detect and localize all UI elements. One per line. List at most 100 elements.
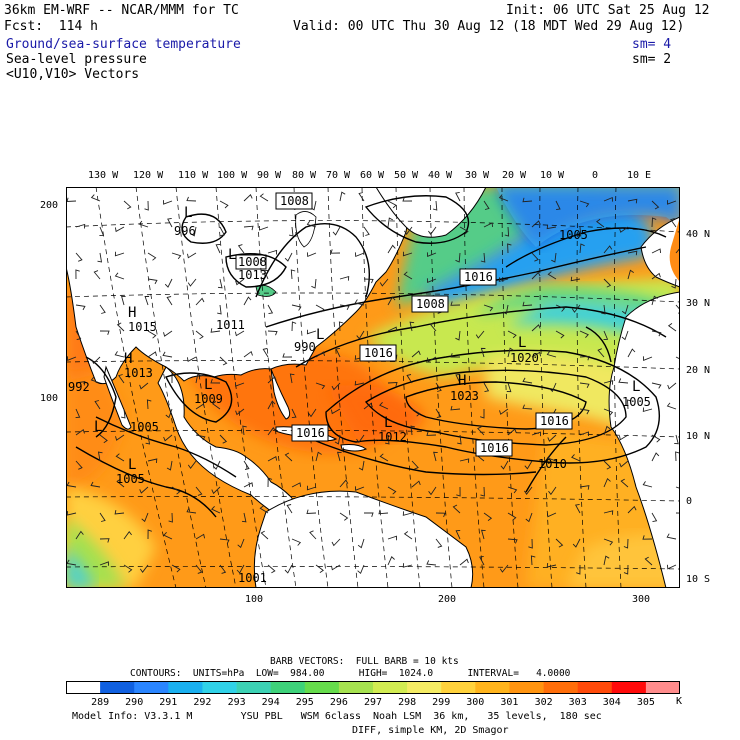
pressure-label: 992	[68, 380, 90, 394]
wind-barb	[163, 434, 173, 442]
wind-barb	[354, 380, 365, 386]
wind-barb	[166, 460, 173, 471]
colorbar-tick-label: 302	[534, 697, 553, 708]
lon-label: 60 W	[360, 170, 385, 181]
wind-barb	[603, 380, 614, 385]
wind-barb	[642, 407, 653, 413]
pressure-box-label: 1008	[280, 194, 309, 208]
wind-barb	[147, 529, 152, 540]
wind-barb	[356, 330, 365, 340]
pressure-box: 1016	[475, 439, 513, 457]
wind-barb	[411, 460, 419, 470]
wind-barb	[118, 374, 125, 384]
wind-barb	[531, 252, 539, 262]
wind-barb	[267, 456, 278, 462]
wind-barb	[114, 272, 125, 280]
wind-barb	[94, 400, 101, 410]
wind-barb	[186, 196, 197, 202]
lon-label: 10 W	[540, 170, 565, 181]
wind-barb	[667, 382, 677, 390]
wind-barb	[547, 271, 557, 280]
wind-barb	[623, 564, 629, 575]
wind-barb	[99, 538, 110, 543]
wind-barb	[524, 460, 533, 470]
wind-barb	[601, 304, 606, 315]
wind-barb	[90, 194, 101, 202]
colorbar-tick-label: 289	[91, 697, 110, 708]
wind-barb	[315, 304, 325, 313]
wind-barb	[455, 330, 461, 341]
wind-barb	[379, 453, 389, 462]
wind-barb	[115, 453, 125, 462]
wind-barb	[546, 350, 557, 358]
wind-barb	[603, 408, 614, 416]
wind-barb	[354, 486, 365, 491]
wind-barb	[210, 378, 221, 384]
wind-barb	[597, 348, 605, 358]
wind-barb	[480, 252, 486, 263]
wind-barb	[114, 226, 125, 233]
wind-barb	[123, 530, 132, 540]
wind-barb	[195, 330, 204, 340]
wind-barb	[429, 322, 437, 332]
pressure-box-label: 1008	[238, 255, 267, 269]
wind-barb	[627, 399, 632, 410]
grid-label-left: 200	[40, 200, 59, 211]
wind-barb	[75, 428, 85, 436]
wind-barb	[667, 323, 677, 332]
wind-barb	[195, 486, 203, 496]
wind-barb	[483, 382, 490, 393]
lat-label: 40 N	[686, 229, 711, 240]
wind-barb	[428, 486, 437, 496]
colorbar-cell	[611, 681, 647, 694]
wind-barb	[168, 512, 173, 523]
wind-barb	[354, 299, 365, 306]
model-info: Model Info: V3.3.1 M YSU PBL WSM 6class …	[72, 711, 602, 722]
wind-barb	[403, 531, 413, 540]
header-title: 36km EM-WRF -- NCAR/MMM for TC	[4, 3, 239, 18]
field-label-vectors: <U10,V10> Vectors	[6, 67, 140, 82]
wind-barb	[291, 321, 297, 332]
wind-barb	[97, 451, 103, 462]
wind-barb	[291, 538, 302, 546]
wind-barb	[651, 217, 657, 228]
wind-barb	[402, 197, 413, 202]
pressure-label: 1013	[238, 268, 267, 282]
wind-barb	[139, 486, 149, 494]
pressure-label: 996	[174, 224, 196, 238]
wind-barb	[166, 296, 173, 306]
wind-barb	[146, 399, 152, 410]
pressure-box: 1008	[275, 192, 313, 210]
wind-barb	[450, 353, 461, 358]
wind-barb	[284, 452, 293, 462]
wind-barb	[522, 197, 533, 203]
wind-barb	[354, 252, 365, 258]
wind-barb	[75, 330, 82, 341]
wind-barb	[619, 434, 629, 441]
wind-barb	[498, 194, 509, 202]
wind-barb	[364, 512, 374, 517]
wind-barb	[379, 401, 389, 410]
colorbar-cell	[645, 681, 680, 694]
wind-barb	[387, 217, 394, 228]
colorbar-tick-label: 305	[636, 697, 655, 708]
colorbar-cell	[441, 681, 476, 694]
wind-barb	[147, 252, 157, 261]
pressure-box: 1016	[535, 412, 573, 430]
pressure-label: 1005	[622, 395, 651, 409]
pressure-value-labels: 996 990 1005 1015 1013 1009 992 1005 100…	[68, 224, 651, 585]
grid-label-left: 100	[40, 393, 59, 404]
lon-label: 0	[592, 170, 599, 181]
colorbar-cell	[66, 681, 101, 694]
wind-barb	[455, 529, 461, 540]
wind-barb	[186, 507, 197, 514]
wind-barb	[219, 538, 230, 544]
wind-barb	[603, 555, 610, 566]
wind-barb	[243, 296, 252, 306]
wind-barb	[507, 538, 518, 544]
wind-barb	[522, 377, 533, 384]
wind-barb	[621, 304, 629, 315]
wind-barb	[455, 373, 461, 384]
wind-barb	[219, 200, 229, 209]
wind-barb	[263, 269, 269, 280]
